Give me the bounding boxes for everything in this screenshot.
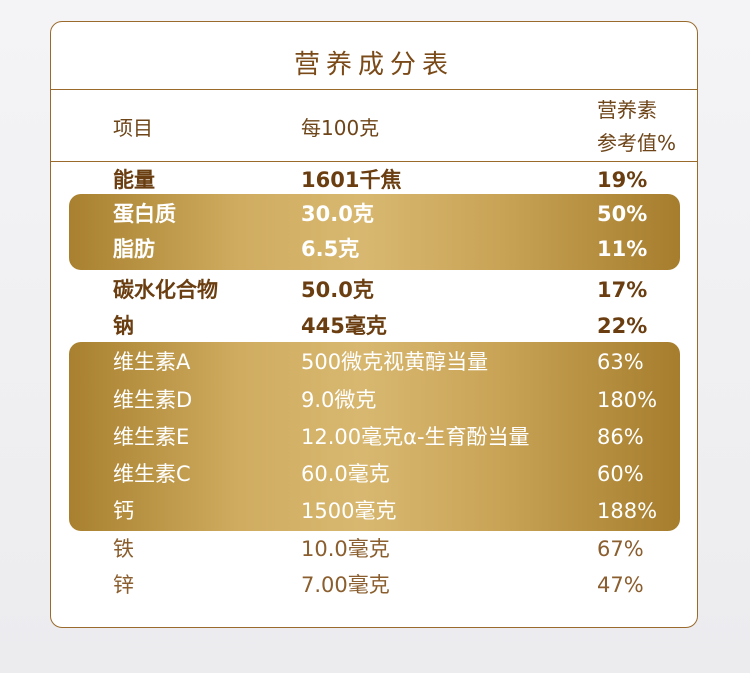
row-nrv: 22% [597, 314, 648, 338]
row-name: 碳水化合物 [113, 278, 218, 302]
row-name: 铁 [113, 537, 134, 561]
row-value: 10.0毫克 [301, 537, 390, 561]
row-value: 500微克视黄醇当量 [301, 350, 489, 374]
row-name: 维生素C [113, 462, 191, 486]
row-value: 6.5克 [301, 237, 360, 261]
row-name: 能量 [113, 168, 155, 192]
row-nrv: 17% [597, 278, 648, 302]
header-item: 项目 [113, 116, 153, 140]
row-name: 钠 [113, 314, 134, 338]
row-nrv: 60% [597, 462, 644, 486]
row-nrv: 47% [597, 573, 644, 597]
table-row-zinc: 锌 7.00毫克 47% [51, 567, 699, 604]
table-row-iron: 铁 10.0毫克 67% [51, 531, 699, 568]
row-name: 锌 [113, 573, 134, 597]
row-name: 维生素A [113, 350, 191, 374]
table-row-vitamin-a: 维生素A 500微克视黄醇当量 63% [51, 344, 699, 381]
row-nrv: 180% [597, 388, 658, 412]
highlight-band-macros [69, 194, 680, 270]
table-title: 营养成分表 [293, 50, 454, 80]
header-divider-bottom [51, 161, 697, 162]
nutrition-facts-card: 营养成分表 项目 每100克 营养素 参考值% 能量 1601千焦 19% 蛋白… [50, 21, 698, 628]
row-name: 钙 [113, 499, 134, 523]
table-row-energy: 能量 1601千焦 19% [51, 162, 699, 199]
table-row-sodium: 钠 445毫克 22% [51, 308, 699, 345]
row-name: 脂肪 [113, 237, 155, 261]
table-row-carbohydrate: 碳水化合物 50.0克 17% [51, 272, 699, 309]
row-name: 蛋白质 [113, 202, 176, 226]
row-nrv: 188% [597, 499, 658, 523]
row-value: 50.0克 [301, 278, 374, 302]
header-nrv-line2: 参考值% [597, 131, 677, 155]
header-divider-top [51, 89, 697, 90]
row-nrv: 86% [597, 425, 644, 449]
row-value: 30.0克 [301, 202, 374, 226]
header-nrv: 营养素 参考值% [597, 94, 697, 160]
header-nrv-line1: 营养素 [597, 98, 657, 122]
header-per-100g: 每100克 [301, 116, 380, 140]
row-value: 1500毫克 [301, 499, 397, 523]
row-value: 60.0毫克 [301, 462, 390, 486]
table-row-vitamin-e: 维生素E 12.00毫克α-生育酚当量 86% [51, 419, 699, 456]
table-row-vitamin-c: 维生素C 60.0毫克 60% [51, 456, 699, 493]
row-nrv: 11% [597, 237, 648, 261]
row-nrv: 50% [597, 202, 648, 226]
row-name: 维生素D [113, 388, 193, 412]
table-row-protein: 蛋白质 30.0克 50% [51, 196, 699, 233]
row-nrv: 67% [597, 537, 644, 561]
table-row-calcium: 钙 1500毫克 188% [51, 493, 699, 530]
highlight-band-vitamins [69, 342, 680, 531]
row-value: 7.00毫克 [301, 573, 390, 597]
row-value: 1601千焦 [301, 168, 402, 192]
row-nrv: 63% [597, 350, 644, 374]
row-name: 维生素E [113, 425, 190, 449]
row-value: 445毫克 [301, 314, 387, 338]
table-row-fat: 脂肪 6.5克 11% [51, 231, 699, 268]
table-row-vitamin-d: 维生素D 9.0微克 180% [51, 382, 699, 419]
row-value: 9.0微克 [301, 388, 377, 412]
row-value: 12.00毫克α-生育酚当量 [301, 425, 530, 449]
row-nrv: 19% [597, 168, 648, 192]
